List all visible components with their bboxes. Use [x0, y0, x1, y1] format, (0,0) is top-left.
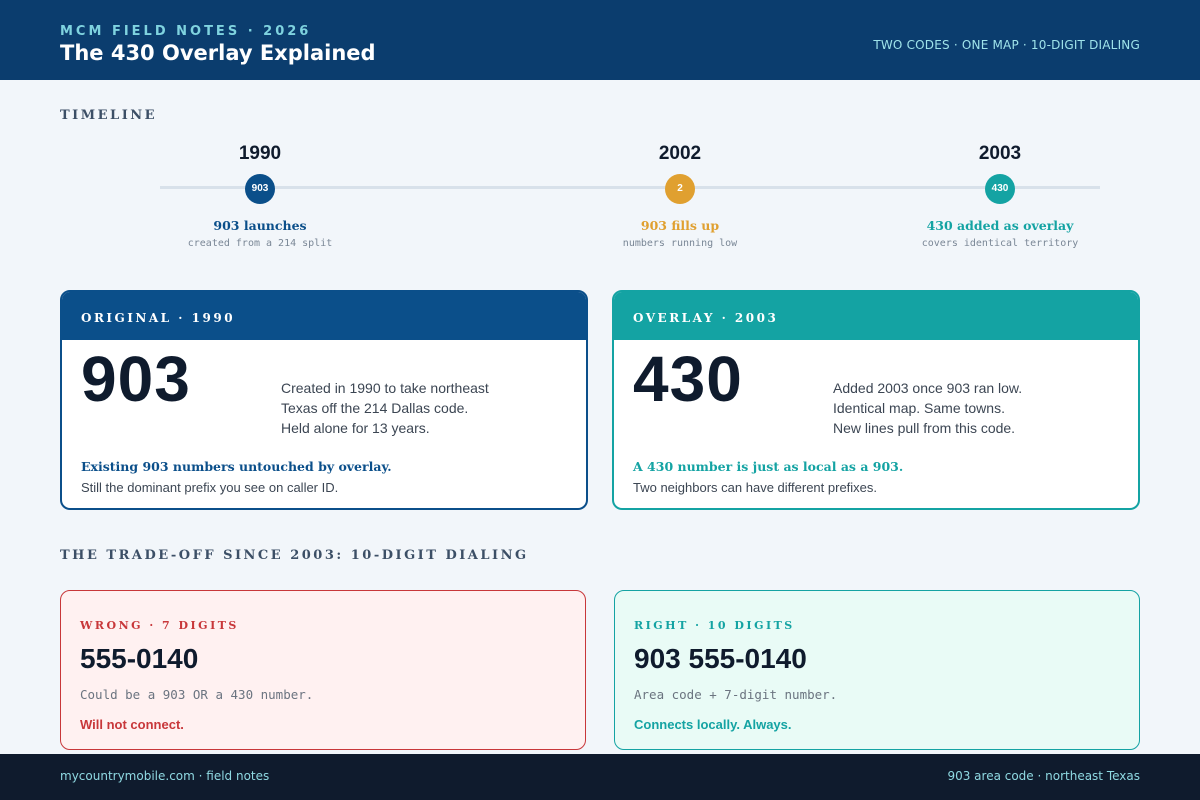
timeline-year: 1990 — [238, 143, 282, 164]
timeline-marker: 430 — [985, 174, 1015, 204]
timeline-event-title: 903 fills up — [640, 218, 720, 233]
overlay-code-card: OVERLAY · 2003 430 Added 2003 once 903 r… — [612, 290, 1140, 510]
card-header: ORIGINAL · 1990 — [62, 292, 586, 340]
footer-bar: mycountrymobile.com · field notes 903 ar… — [0, 754, 1200, 800]
timeline-event-title: 903 launches — [213, 218, 307, 233]
timeline-marker: 903 — [245, 174, 275, 204]
timeline-track — [160, 186, 1100, 189]
card-subtext: Still the dominant prefix you see on cal… — [81, 480, 339, 495]
card-header-label: OVERLAY · 2003 — [633, 311, 779, 325]
page-title: The 430 Overlay Explained — [60, 41, 376, 65]
right-dialing-card: RIGHT · 10 DIGITS 903 555-0140 Area code… — [614, 590, 1140, 750]
original-code-card: ORIGINAL · 1990 903 Created in 1990 to t… — [60, 290, 588, 510]
card-description: Added 2003 once 903 ran low. Identical m… — [833, 378, 1022, 438]
card-description: Created in 1990 to take northeast Texas … — [281, 378, 489, 438]
card-subtext: Two neighbors can have different prefixe… — [633, 480, 878, 495]
description-line: Created in 1990 to take northeast — [281, 380, 489, 396]
description-line: Texas off the 214 Dallas code. — [281, 400, 469, 416]
dialing-note: Area code + 7-digit number. — [634, 687, 838, 702]
description-line: Identical map. Same towns. — [833, 400, 1005, 416]
footer-topic: 903 area code · northeast Texas — [947, 769, 1140, 783]
card-callout: Existing 903 numbers untouched by overla… — [81, 459, 392, 474]
area-code-number: 430 — [633, 343, 743, 415]
dialing-note: Could be a 903 OR a 430 number. — [80, 687, 314, 702]
dialing-number: 555-0140 — [80, 643, 199, 674]
dialing-label: WRONG · 7 DIGITS — [80, 619, 239, 632]
header-bar: MCM FIELD NOTES · 2026 The 430 Overlay E… — [0, 0, 1200, 80]
wrong-dialing-card: WRONG · 7 DIGITS 555-0140 Could be a 903… — [60, 590, 586, 750]
header-kicker: MCM FIELD NOTES · 2026 — [60, 24, 312, 39]
area-code-number: 903 — [81, 343, 191, 415]
description-line: Added 2003 once 903 ran low. — [833, 380, 1023, 396]
timeline-label: TIMELINE — [60, 108, 158, 123]
footer-source: mycountrymobile.com · field notes — [60, 769, 270, 783]
header-tagline: TWO CODES · ONE MAP · 10-DIGIT DIALING — [873, 38, 1140, 52]
dialing-number: 903 555-0140 — [634, 643, 807, 674]
timeline-year: 2002 — [658, 143, 702, 164]
dialing-label: RIGHT · 10 DIGITS — [634, 619, 795, 632]
timeline-event-title: 430 added as overlay — [926, 218, 1074, 233]
timeline-event-note: numbers running low — [622, 238, 738, 249]
timeline-event-note: covers identical territory — [921, 238, 1079, 249]
timeline-marker: 2 — [665, 174, 695, 204]
card-header: OVERLAY · 2003 — [614, 292, 1138, 340]
description-line: Held alone for 13 years. — [281, 420, 430, 436]
dialing-result: Connects locally. Always. — [634, 717, 792, 732]
timeline-year: 2003 — [978, 143, 1022, 164]
description-line: New lines pull from this code. — [833, 420, 1016, 436]
timeline-event-note: created from a 214 split — [187, 238, 333, 249]
tradeoff-label: THE TRADE-OFF SINCE 2003: 10-DIGIT DIALI… — [60, 548, 529, 563]
card-header-label: ORIGINAL · 1990 — [81, 311, 236, 325]
card-callout: A 430 number is just as local as a 903. — [633, 459, 904, 474]
dialing-result: Will not connect. — [80, 717, 184, 732]
